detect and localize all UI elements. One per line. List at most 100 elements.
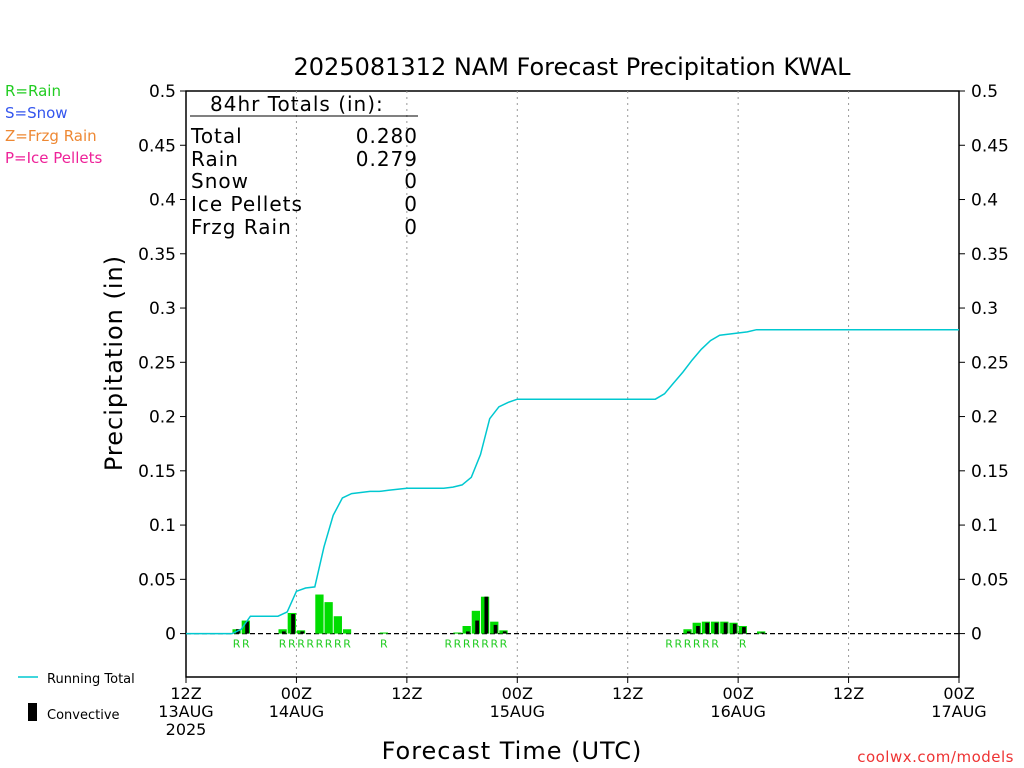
y-tick-label-right: 0.35 [971,245,1009,265]
totals-value-frzg-rain: 0 [404,215,418,239]
totals-value-snow: 0 [404,169,418,193]
precip-type-label: R [297,638,305,651]
x-tick-label: 15AUG [490,702,545,721]
totals-value-rain: 0.279 [356,147,418,171]
plot-frame [185,90,960,678]
y-tick-label-left: 0.35 [138,245,176,265]
convective-bar [300,631,305,634]
type-legend-ice-pellets: P=Ice Pellets [5,149,102,167]
y-tick-label-right: 0.05 [971,570,1009,590]
running-total-legend-label: Running Total [47,672,135,687]
precip-type-label: R [490,638,498,651]
precip-type-label: R [711,638,719,651]
totals-label-frzg-rain: Frzg Rain [191,215,292,239]
precip-type-label: R [380,638,388,651]
y-tick-label-left: 0.05 [138,570,176,590]
y-tick-label-left: 0.1 [149,516,176,536]
precip-type-label: R [684,638,692,651]
totals-label-snow: Snow [191,169,249,193]
convective-bar [466,631,470,634]
type-legend-frzg-rain: Z=Frzg Rain [5,127,97,145]
rain-bar [342,629,352,634]
totals-label-rain: Rain [191,147,239,171]
x-tick-label: 00Z [502,684,533,703]
series-legend: Running Total Convective [18,672,135,723]
convective-bar [760,632,765,634]
y-axis-label: Precipitation (in) [100,255,128,471]
y-tick-label-right: 0 [971,625,982,645]
x-tick-label: 00Z [722,684,753,703]
totals-value-ice-pellets: 0 [404,192,418,216]
precip-type-label: R [288,638,296,651]
x-tick-label: 00Z [281,684,312,703]
precip-type-label: R [739,638,747,651]
precip-type-label: R [233,638,241,651]
precip-type-label: R [306,638,314,651]
rain-bar [379,632,388,634]
y-tick-label-left: 0.15 [138,462,176,482]
y-tick-label-right: 0.4 [971,191,998,211]
x-axis-label: Forecast Time (UTC) [382,737,643,765]
rain-bar [453,632,462,634]
precip-type-label: R [343,638,351,651]
convective-bar [291,614,295,634]
x-tick-label: 14AUG [269,702,324,721]
precip-bars [232,594,766,634]
precip-type-label: R [279,638,287,651]
convective-bar [732,623,737,634]
y-tick-label-left: 0.5 [149,82,176,102]
precip-type-legend: R=Rain S=Snow Z=Frzg Rain P=Ice Pellets [5,82,102,167]
x-tick-label: 12Z [170,684,201,703]
totals-box: 84hr Totals (in): Total 0.280 Rain 0.279… [190,92,418,239]
type-legend-snow: S=Snow [5,104,68,122]
y-tick-label-left: 0.45 [138,136,176,156]
totals-heading: 84hr Totals (in): [210,92,384,116]
convective-legend-label: Convective [47,708,120,723]
credit-text: coolwx.com/models [857,748,1014,766]
chart-title: 2025081312 NAM Forecast Precipitation KW… [294,53,852,81]
precip-type-label: R [500,638,508,651]
convective-legend-swatch [28,703,37,721]
precip-type-label: R [444,638,452,651]
y-axis-ticks: 0 00.05 0.050.1 0.10.15 0.150.2 0.20.25 0.250.… [138,82,1009,645]
y-tick-label-right: 0.25 [971,353,1009,373]
y-tick-label-left: 0.4 [149,191,176,211]
y-tick-label-right: 0.45 [971,136,1009,156]
x-tick-label: 2025 [166,720,207,739]
precip-type-label: R [481,638,489,651]
y-tick-label-right: 0.3 [971,299,998,319]
precip-type-label: R [242,638,250,651]
convective-bar [686,631,691,634]
precip-type-label: R [702,638,710,651]
rain-bar [324,602,333,634]
precip-type-label: R [693,638,701,651]
y-tick-label-left: 0.3 [149,299,176,319]
convective-bar [282,631,286,634]
x-tick-label: 00Z [943,684,974,703]
y-tick-label-left: 0.2 [149,408,176,428]
precip-type-label: R [316,638,324,651]
convective-bar [723,622,728,634]
precip-type-label: R [325,638,333,651]
vertical-gridlines [295,91,850,677]
convective-bar [696,625,700,634]
y-tick-label-right: 0.1 [971,516,998,536]
convective-bar [475,620,479,634]
convective-bar [705,622,710,634]
precip-type-label: R [334,638,342,651]
x-tick-label: 13AUG [158,702,213,721]
x-tick-label: 12Z [612,684,643,703]
y-tick-label-right: 0.5 [971,82,998,102]
convective-bar [484,596,489,634]
precip-type-label: R [665,638,673,651]
convective-bar [245,621,249,634]
convective-bar [502,631,507,634]
totals-label-total: Total [190,124,243,148]
running-total-line [186,328,959,635]
rain-bar [333,616,342,634]
rain-bar [315,594,324,634]
precip-type-label: R [472,638,480,651]
